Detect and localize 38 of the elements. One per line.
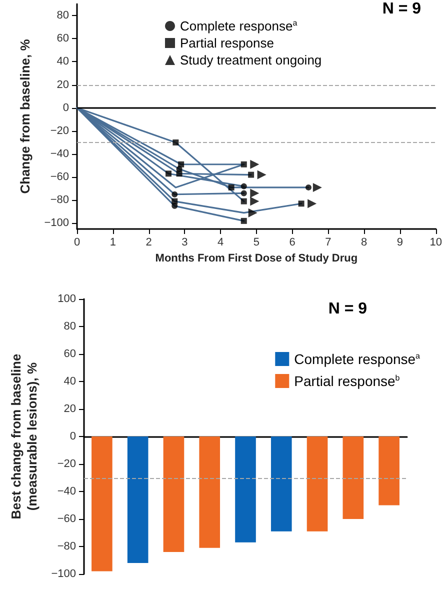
y-tick-label: −100 [44,217,69,230]
y-tick-label: −80 [57,540,76,552]
y-axis-title: Best change from baseline (measurable lesions), % [8,354,40,520]
x-tick-label: 8 [361,236,368,248]
y-tick-label: −60 [57,513,76,525]
annotation: N = 9 [328,300,368,318]
y-tick-label: 60 [64,348,76,360]
x-tick-label: 5 [253,236,260,248]
y-tick-label: −20 [57,458,76,470]
y-tick-label: 20 [56,78,69,91]
y-tick-label: 0 [62,102,69,114]
x-tick-label: 3 [182,236,188,248]
x-tick-label: 4 [217,236,224,248]
y-tick-label: 20 [64,403,76,415]
y-axis-title: Change from baseline, % [18,38,32,194]
y-tick-label: 80 [56,10,69,22]
y-tick-label: 0 [70,430,76,442]
y-tick-label: 60 [56,32,69,45]
y-tick-label: −20 [50,124,69,137]
y-tick-label: −60 [50,171,69,184]
y-tick-label: 40 [56,56,69,68]
y-tick-label: 80 [64,320,76,332]
x-tick-label: 9 [396,236,404,248]
legend-label: Study treatment ongoing [180,52,322,68]
x-tick-label: 6 [289,236,296,248]
x-tick-label: 7 [325,236,332,248]
x-tick-label: 2 [146,236,152,248]
x-axis-title: Months From First Dose of Study Drug [155,252,358,264]
y-tick-label: −80 [50,194,69,206]
x-tick-label: 10 [430,236,442,248]
y-tick-label: 100 [58,293,76,305]
x-tick-label: 1 [110,236,116,248]
y-tick-label: −40 [50,148,69,160]
y-tick-label: −40 [57,486,76,498]
legend-label: Partial response [180,36,274,50]
y-tick-label: −100 [51,568,76,580]
annotation: N = 9 [382,0,422,18]
y-tick-label: 40 [64,376,76,388]
